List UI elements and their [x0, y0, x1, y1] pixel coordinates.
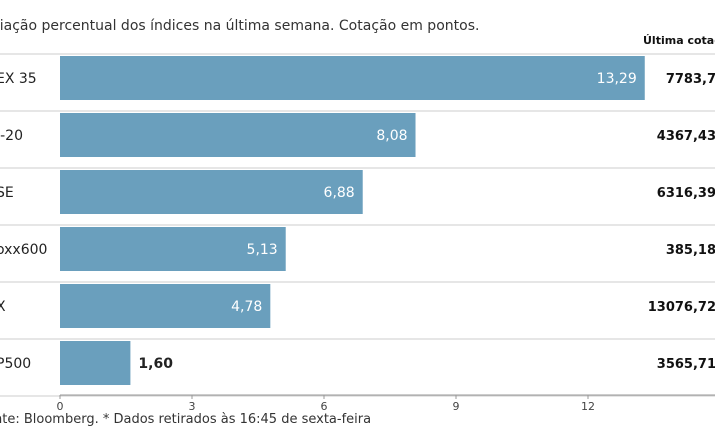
last-quote-value: 385,18	[666, 243, 715, 258]
data-label: 5,13	[247, 242, 278, 258]
category-label: I-20	[0, 128, 23, 144]
x-tick-label: 0	[57, 400, 64, 413]
last-quote-value: 3565,71	[657, 357, 715, 372]
x-tick-label: 9	[453, 400, 460, 413]
data-label: 8,08	[376, 128, 407, 144]
category-label: oxx600	[0, 242, 47, 258]
category-label: P500	[0, 356, 31, 372]
x-tick-label: 12	[581, 400, 595, 413]
data-label: 6,88	[324, 185, 355, 201]
source-note: nte: Bloomberg. * Dados retirados às 16:…	[0, 412, 372, 427]
last-quote-value: 13076,72	[648, 300, 715, 315]
last-quote-value: 6316,39	[657, 186, 715, 201]
category-label: SE	[0, 185, 14, 201]
last-quote-value: 7783,7	[666, 72, 715, 87]
last-quote-value: 4367,43	[657, 129, 715, 144]
category-label: X	[0, 299, 6, 315]
data-label: 13,29	[597, 71, 637, 87]
bar	[60, 284, 271, 328]
x-tick-label: 3	[189, 400, 196, 413]
x-tick-label: 6	[321, 400, 328, 413]
bar	[60, 170, 363, 214]
last-quote-header: Última cotação	[643, 34, 715, 47]
bar	[60, 227, 286, 271]
data-label: 1,60	[138, 356, 173, 372]
category-label: EX 35	[0, 71, 37, 87]
chart-subtitle: riação percentual dos índices na última …	[0, 18, 480, 34]
bar	[60, 341, 131, 385]
bar	[60, 113, 416, 157]
bar	[60, 56, 645, 100]
data-label: 4,78	[231, 299, 262, 315]
